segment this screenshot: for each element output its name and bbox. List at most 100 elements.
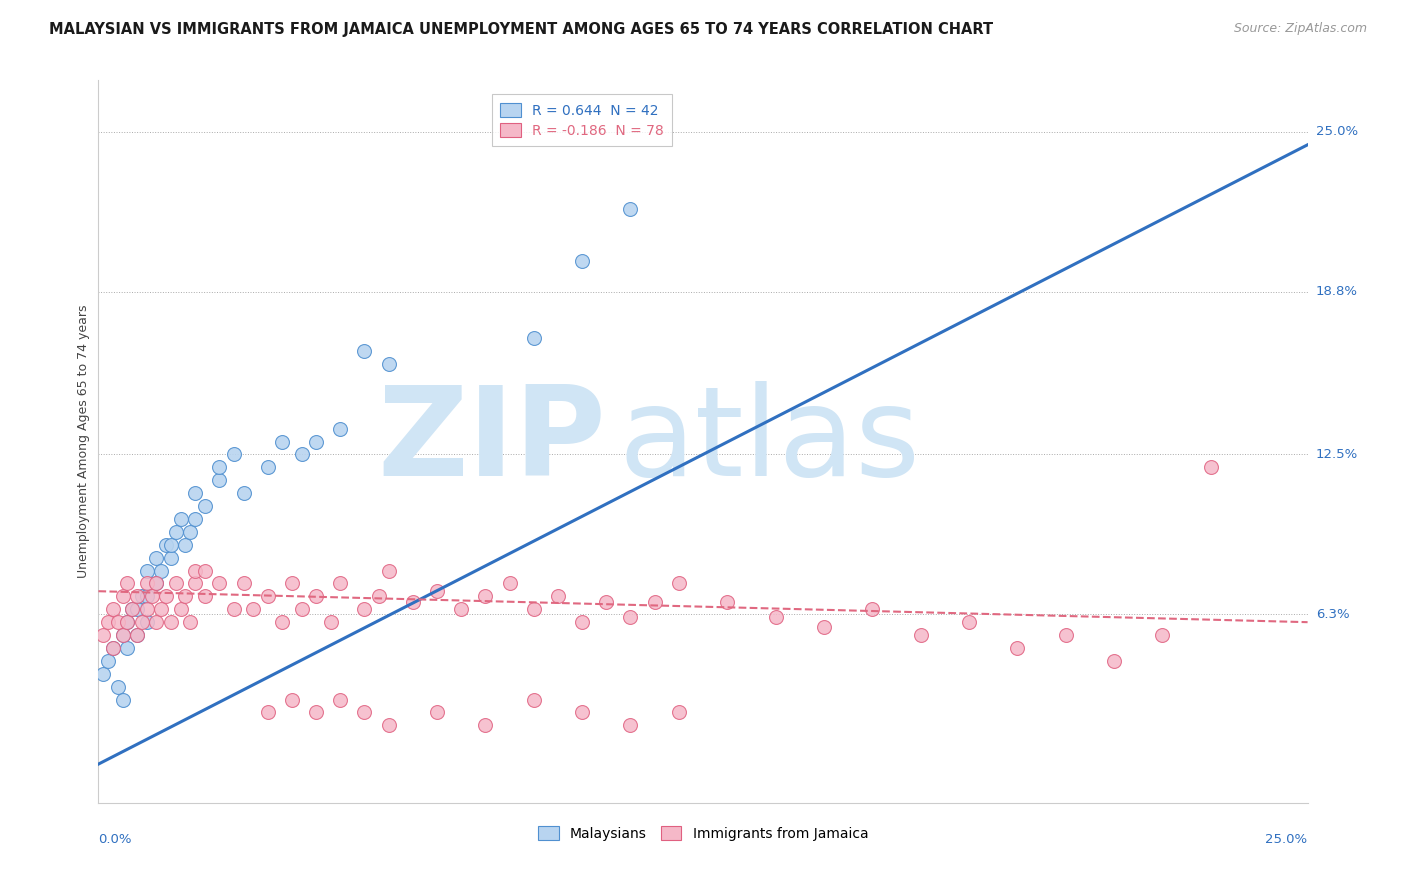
Point bbox=[155, 538, 177, 552]
Point bbox=[1007, 640, 1029, 655]
Point bbox=[619, 202, 641, 217]
Point bbox=[208, 460, 231, 475]
Point bbox=[523, 602, 546, 616]
Point bbox=[271, 615, 294, 630]
Point bbox=[97, 654, 120, 668]
Point bbox=[135, 564, 157, 578]
Point bbox=[353, 706, 375, 720]
Y-axis label: Unemployment Among Ages 65 to 74 years: Unemployment Among Ages 65 to 74 years bbox=[77, 305, 90, 578]
Point bbox=[281, 692, 304, 706]
Point bbox=[571, 254, 593, 268]
Point bbox=[127, 590, 149, 604]
Point bbox=[97, 615, 120, 630]
Point bbox=[377, 357, 399, 371]
Point bbox=[111, 628, 134, 642]
Point bbox=[353, 344, 375, 359]
Point bbox=[813, 620, 835, 634]
Point bbox=[179, 615, 201, 630]
Point bbox=[290, 602, 312, 616]
Point bbox=[169, 512, 191, 526]
Point bbox=[547, 590, 569, 604]
Point bbox=[474, 590, 496, 604]
Point bbox=[232, 486, 254, 500]
Point bbox=[141, 590, 163, 604]
Point bbox=[329, 422, 352, 436]
Point bbox=[194, 564, 217, 578]
Point bbox=[571, 615, 593, 630]
Point bbox=[426, 584, 449, 599]
Text: 18.8%: 18.8% bbox=[1316, 285, 1358, 299]
Point bbox=[668, 576, 690, 591]
Point bbox=[450, 602, 472, 616]
Point bbox=[256, 590, 278, 604]
Point bbox=[131, 615, 153, 630]
Point bbox=[135, 590, 157, 604]
Text: 6.3%: 6.3% bbox=[1316, 608, 1350, 621]
Point bbox=[169, 602, 191, 616]
Point bbox=[145, 615, 167, 630]
Point bbox=[111, 628, 134, 642]
Point bbox=[135, 576, 157, 591]
Point bbox=[523, 692, 546, 706]
Point bbox=[319, 615, 342, 630]
Point bbox=[117, 615, 139, 630]
Point bbox=[619, 610, 641, 624]
Point bbox=[498, 576, 520, 591]
Point bbox=[668, 706, 690, 720]
Point bbox=[910, 628, 932, 642]
Text: 25.0%: 25.0% bbox=[1265, 833, 1308, 847]
Point bbox=[1054, 628, 1077, 642]
Point bbox=[426, 706, 449, 720]
Point bbox=[101, 602, 124, 616]
Text: ZIP: ZIP bbox=[378, 381, 606, 502]
Point bbox=[107, 680, 129, 694]
Point bbox=[377, 564, 399, 578]
Point bbox=[184, 576, 207, 591]
Point bbox=[619, 718, 641, 732]
Point bbox=[91, 628, 114, 642]
Point bbox=[179, 524, 201, 539]
Point bbox=[957, 615, 980, 630]
Point bbox=[184, 564, 207, 578]
Point bbox=[716, 594, 738, 608]
Text: atlas: atlas bbox=[619, 381, 921, 502]
Point bbox=[150, 602, 173, 616]
Text: 25.0%: 25.0% bbox=[1316, 126, 1358, 138]
Point bbox=[145, 576, 167, 591]
Point bbox=[127, 628, 149, 642]
Point bbox=[127, 602, 149, 616]
Point bbox=[150, 564, 173, 578]
Point bbox=[305, 434, 328, 449]
Point bbox=[111, 692, 134, 706]
Point bbox=[523, 331, 546, 345]
Point bbox=[131, 590, 153, 604]
Point bbox=[184, 512, 207, 526]
Point bbox=[101, 640, 124, 655]
Point bbox=[91, 666, 114, 681]
Point bbox=[329, 576, 352, 591]
Point bbox=[111, 590, 134, 604]
Point bbox=[165, 576, 187, 591]
Point bbox=[155, 590, 177, 604]
Point bbox=[165, 524, 187, 539]
Point bbox=[160, 615, 183, 630]
Point bbox=[271, 434, 294, 449]
Point bbox=[127, 628, 149, 642]
Point bbox=[117, 640, 139, 655]
Point bbox=[121, 602, 143, 616]
Point bbox=[595, 594, 617, 608]
Point bbox=[765, 610, 787, 624]
Point bbox=[208, 576, 231, 591]
Text: 0.0%: 0.0% bbox=[98, 833, 132, 847]
Point bbox=[474, 718, 496, 732]
Point bbox=[174, 538, 197, 552]
Point bbox=[281, 576, 304, 591]
Point bbox=[242, 602, 264, 616]
Point bbox=[208, 473, 231, 487]
Point bbox=[117, 576, 139, 591]
Point bbox=[644, 594, 666, 608]
Point bbox=[107, 615, 129, 630]
Point bbox=[135, 602, 157, 616]
Point bbox=[571, 706, 593, 720]
Point bbox=[1199, 460, 1222, 475]
